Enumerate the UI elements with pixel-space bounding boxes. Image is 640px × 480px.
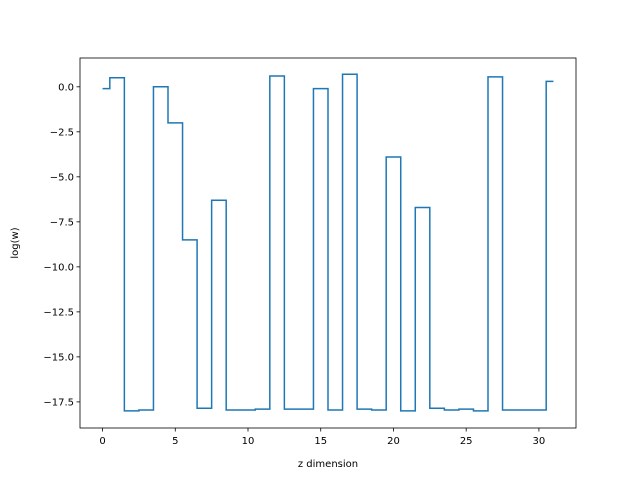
x-tick-label: 25 [460,436,473,447]
x-tick-label: 0 [99,436,105,447]
x-tick-label: 5 [172,436,178,447]
y-axis-label: log(w) [10,227,21,258]
x-axis-ticks: 0 5 10 15 20 25 30 [99,428,545,447]
plot-frame [79,57,577,429]
y-tick-label: −5.0 [50,172,74,183]
series-line [102,73,554,412]
x-tick-label: 15 [314,436,327,447]
y-axis-ticks: 0.0 −2.5 −5.0 −7.5 −10.0 −12.5 −15.0 −17.5 [43,82,80,408]
x-tick-label: 10 [242,436,255,447]
series-group [102,73,554,412]
x-tick-label: 30 [533,436,546,447]
y-tick-label: −2.5 [50,127,74,138]
y-tick-label: 0.0 [58,82,74,93]
y-tick-label: −7.5 [50,217,74,228]
x-tick-label: 20 [387,436,400,447]
x-axis-label: z dimension [298,459,358,470]
y-tick-label: −12.5 [43,307,74,318]
y-tick-label: −17.5 [43,397,74,408]
y-tick-label: −15.0 [43,352,74,363]
y-tick-label: −10.0 [43,262,74,273]
